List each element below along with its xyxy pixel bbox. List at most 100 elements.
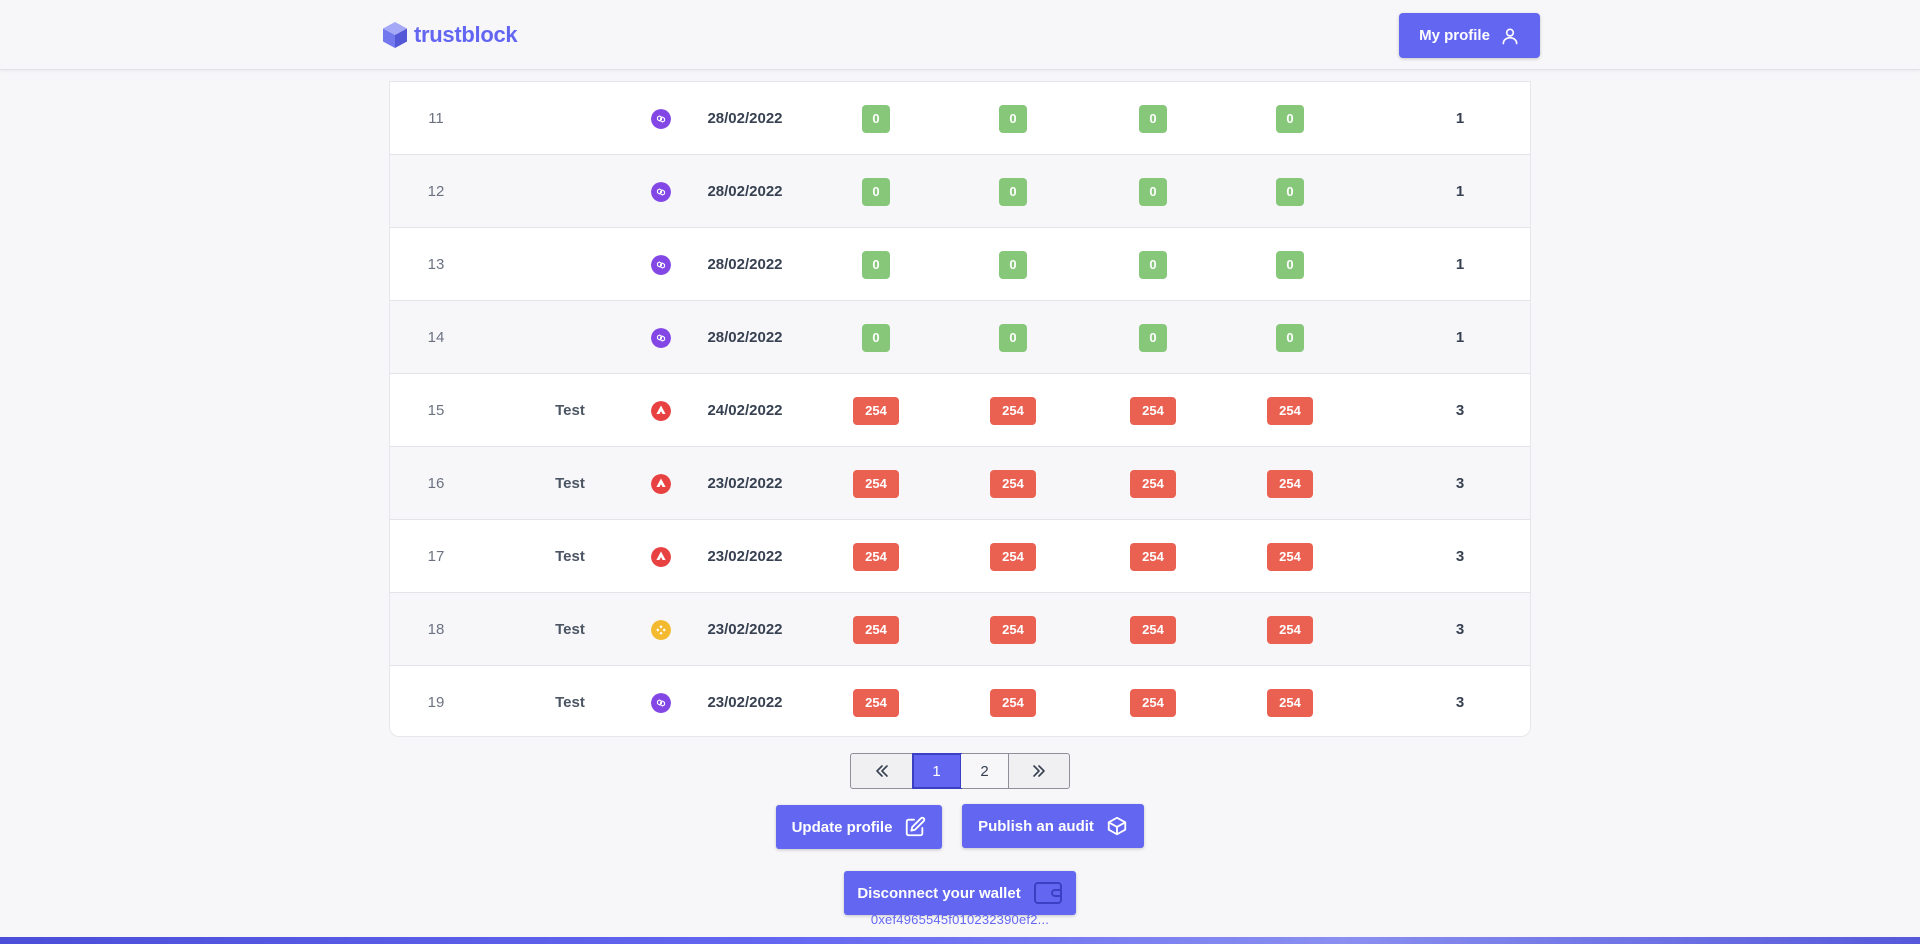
issues-cell: 254 [990,374,1036,447]
issue-count-badge: 0 [1276,177,1304,206]
issues-cell: 0 [856,155,896,228]
issue-count-badge: 0 [862,250,890,279]
total-count: 1 [1455,329,1465,346]
total-count: 3 [1455,402,1465,419]
total-count: 3 [1455,694,1465,711]
audit-date: 23/02/2022 [707,621,783,638]
total-count: 1 [1455,110,1465,127]
issue-count-badge: 254 [853,688,899,717]
issue-count-badge: 254 [853,469,899,498]
issue-count-badge: 254 [1267,688,1313,717]
chain-cell [646,666,676,736]
bottom-accent-bar [0,937,1920,944]
issues-cell: 0 [856,82,896,155]
table-row[interactable]: 14 28/02/2022 0 0 0 0 1 [390,301,1530,374]
issue-count-badge: 0 [1139,104,1167,133]
project-name: Test [555,548,585,565]
project-name: Test [555,621,585,638]
issue-count-badge: 0 [999,250,1027,279]
previous-page-button[interactable] [851,754,913,788]
chain-cell [646,374,676,447]
table-row[interactable]: 18 Test 23/02/2022 254 254 254 254 3 [390,593,1530,666]
issues-cell: 254 [1130,520,1176,593]
issue-count-badge: 254 [1130,542,1176,571]
issues-cell: 254 [990,520,1036,593]
disconnect-wallet-label: Disconnect your wallet [857,884,1021,902]
issues-cell: 0 [1270,301,1310,374]
audit-date: 23/02/2022 [707,694,783,711]
issue-count-badge: 254 [1130,688,1176,717]
issues-cell: 254 [853,447,899,520]
issues-cell: 254 [853,374,899,447]
my-profile-button[interactable]: My profile [1399,13,1540,58]
table-row[interactable]: 12 28/02/2022 0 0 0 0 1 [390,155,1530,228]
avalanche-chain-icon [651,400,671,421]
polygon-chain-icon [651,692,671,713]
cube-logo-icon [383,22,407,48]
audit-date: 28/02/2022 [707,110,783,127]
issue-count-badge: 254 [1130,469,1176,498]
audit-date: 24/02/2022 [707,402,783,419]
total-count: 3 [1455,475,1465,492]
issues-cell: 254 [853,593,899,666]
audit-date: 28/02/2022 [707,183,783,200]
issues-cell: 0 [1133,301,1173,374]
issue-count-badge: 254 [1267,615,1313,644]
logo-text: trustblock [414,22,518,47]
row-number: 19 [427,694,445,711]
issue-count-badge: 0 [1139,250,1167,279]
polygon-chain-icon [651,181,671,202]
issue-count-badge: 254 [1267,542,1313,571]
issue-count-badge: 254 [853,615,899,644]
issue-count-badge: 0 [999,104,1027,133]
table-row[interactable]: 16 Test 23/02/2022 254 254 254 254 3 [390,447,1530,520]
issue-count-badge: 254 [1130,396,1176,425]
table-row[interactable]: 17 Test 23/02/2022 254 254 254 254 3 [390,520,1530,593]
issues-cell: 254 [990,447,1036,520]
row-number: 14 [427,329,445,346]
wallet-icon [1033,882,1062,904]
issues-cell: 0 [1133,82,1173,155]
logo[interactable]: trustblock [382,20,518,50]
total-count: 1 [1455,183,1465,200]
row-number: 17 [427,548,445,565]
table-row[interactable]: 19 Test 23/02/2022 254 254 254 254 3 [390,666,1530,736]
chevrons-right-icon [1033,765,1045,777]
top-header: trustblock My profile [0,0,1920,70]
table-row[interactable]: 15 Test 24/02/2022 254 254 254 254 3 [390,374,1530,447]
project-name: Test [555,402,585,419]
issues-cell: 254 [1267,520,1313,593]
row-number: 15 [427,402,445,419]
issue-count-badge: 0 [1276,104,1304,133]
pagination: 1 2 [850,753,1070,789]
issues-cell: 254 [1130,374,1176,447]
total-count: 1 [1455,256,1465,273]
table-row[interactable]: 11 28/02/2022 0 0 0 0 1 [390,82,1530,155]
issue-count-badge: 254 [990,542,1036,571]
project-name: Test [555,475,585,492]
issues-cell: 254 [853,520,899,593]
chain-cell [646,155,676,228]
issue-count-badge: 254 [990,396,1036,425]
table-row[interactable]: 13 28/02/2022 0 0 0 0 1 [390,228,1530,301]
issue-count-badge: 0 [862,323,890,352]
page-2-button[interactable]: 2 [961,754,1009,788]
page-1-button[interactable]: 1 [912,753,962,789]
issues-cell: 0 [1270,228,1310,301]
issues-cell: 0 [993,228,1033,301]
publish-audit-button[interactable]: Publish an audit [962,804,1144,848]
update-profile-button[interactable]: Update profile [776,805,942,849]
issue-count-badge: 254 [1130,615,1176,644]
row-number: 16 [427,475,445,492]
row-number: 13 [427,256,445,273]
polygon-chain-icon [651,108,671,129]
issue-count-badge: 0 [1276,323,1304,352]
row-number: 12 [427,183,445,200]
issues-cell: 254 [1130,593,1176,666]
audits-table: 11 28/02/2022 0 0 0 0 1 12 28/02/2022 0 0 0 0 1 13 28/0… [389,81,1531,737]
next-page-button[interactable] [1009,754,1069,788]
issue-count-badge: 0 [1139,177,1167,206]
issue-count-badge: 0 [999,323,1027,352]
disconnect-wallet-button[interactable]: Disconnect your wallet [844,871,1076,915]
project-name: Test [555,694,585,711]
